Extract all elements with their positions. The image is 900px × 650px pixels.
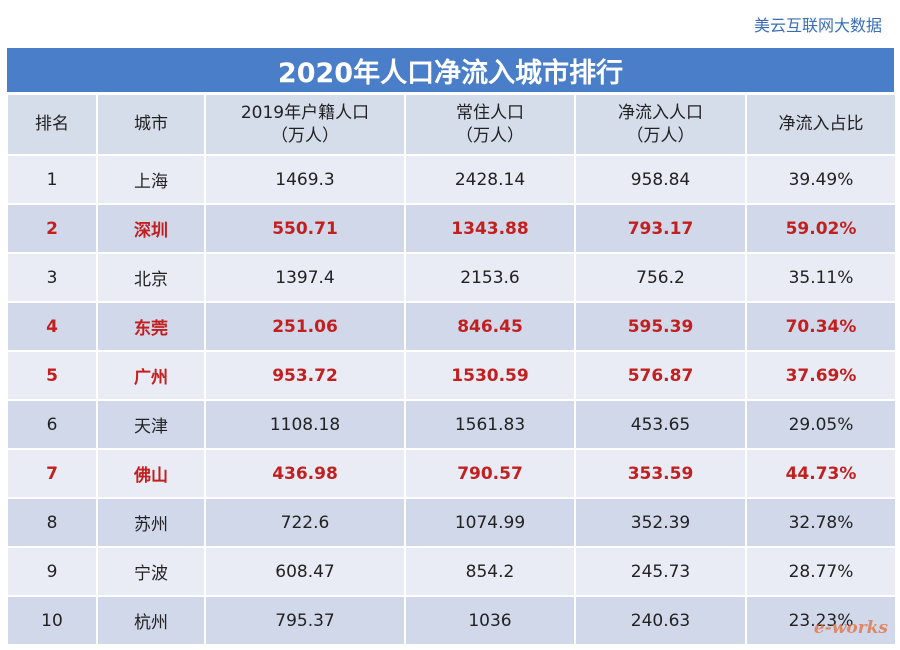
cell-ratio: 35.11% <box>745 252 897 303</box>
cell-rank: 9 <box>6 546 98 597</box>
cell-rank: 2 <box>6 203 98 254</box>
cell-ratio: 39.49% <box>745 154 897 205</box>
cell-ratio: 44.73% <box>745 448 897 499</box>
cell-hukou: 550.71 <box>204 203 406 254</box>
header-city: 城市 <box>96 93 206 156</box>
cell-hukou: 1469.3 <box>204 154 406 205</box>
cell-resident: 1343.88 <box>404 203 576 254</box>
cell-hukou: 1397.4 <box>204 252 406 303</box>
cell-ratio: 59.02% <box>745 203 897 254</box>
cell-city: 苏州 <box>96 497 206 548</box>
cell-hukou: 722.6 <box>204 497 406 548</box>
cell-city: 上海 <box>96 154 206 205</box>
cell-net: 353.59 <box>574 448 747 499</box>
cell-rank: 7 <box>6 448 98 499</box>
cell-net: 576.87 <box>574 350 747 401</box>
table-row: 7 佛山 436.98 790.57 353.59 44.73% <box>6 448 897 499</box>
table-row: 5 广州 953.72 1530.59 576.87 37.69% <box>6 350 897 401</box>
cell-city: 广州 <box>96 350 206 401</box>
cell-ratio: 29.05% <box>745 399 897 450</box>
ranking-table-container: 2020年人口净流入城市排行 排名 城市 2019年户籍人口 （万人） 常住人口（… <box>6 47 897 646</box>
table-row: 1 上海 1469.3 2428.14 958.84 39.49% <box>6 154 897 205</box>
table-row: 9 宁波 608.47 854.2 245.73 28.77% <box>6 546 897 597</box>
table-row: 3 北京 1397.4 2153.6 756.2 35.11% <box>6 252 897 303</box>
cell-net: 245.73 <box>574 546 747 597</box>
cell-resident: 846.45 <box>404 301 576 352</box>
table-row: 8 苏州 722.6 1074.99 352.39 32.78% <box>6 497 897 548</box>
cell-resident: 854.2 <box>404 546 576 597</box>
header-row: 排名 城市 2019年户籍人口 （万人） 常住人口 （万人） 净流入人口 （万人） 净… <box>6 93 897 156</box>
header-net-inflow: 净流入人口 （万人） <box>574 93 747 156</box>
cell-rank: 10 <box>6 595 98 646</box>
cell-net: 595.39 <box>574 301 747 352</box>
cell-city: 北京 <box>96 252 206 303</box>
header-resident-population: 常住人口 （万人） <box>404 93 576 156</box>
cell-hukou: 436.98 <box>204 448 406 499</box>
table-row: 4 东莞 251.06 846.45 595.39 70.34% <box>6 301 897 352</box>
header-hukou-population: 2019年户籍人口 （万人） <box>204 93 406 156</box>
table-title: 2020年人口净流入城市排行 <box>6 47 895 93</box>
cell-ratio: 32.78% <box>745 497 897 548</box>
cell-rank: 4 <box>6 301 98 352</box>
cell-hukou: 251.06 <box>204 301 406 352</box>
cell-ratio: 28.77% <box>745 546 897 597</box>
cell-city: 杭州 <box>96 595 206 646</box>
cell-resident: 2428.14 <box>404 154 576 205</box>
cell-hukou: 953.72 <box>204 350 406 401</box>
cell-net: 240.63 <box>574 595 747 646</box>
brand-label: 美云互联网大数据 <box>753 16 882 35</box>
cell-net: 453.65 <box>574 399 747 450</box>
cell-city: 天津 <box>96 399 206 450</box>
cell-ratio: 23.23% <box>745 595 897 646</box>
table-row: 10 杭州 795.37 1036 240.63 23.23% <box>6 595 897 646</box>
cell-rank: 8 <box>6 497 98 548</box>
cell-ratio: 70.34% <box>745 301 897 352</box>
cell-net: 352.39 <box>574 497 747 548</box>
cell-rank: 3 <box>6 252 98 303</box>
cell-resident: 790.57 <box>404 448 576 499</box>
cell-city: 佛山 <box>96 448 206 499</box>
cell-rank: 1 <box>6 154 98 205</box>
table-row: 2 深圳 550.71 1343.88 793.17 59.02% <box>6 203 897 254</box>
cell-ratio: 37.69% <box>745 350 897 401</box>
header-rank: 排名 <box>6 93 98 156</box>
cell-net: 793.17 <box>574 203 747 254</box>
cell-hukou: 608.47 <box>204 546 406 597</box>
table-row: 6 天津 1108.18 1561.83 453.65 29.05% <box>6 399 897 450</box>
cell-net: 958.84 <box>574 154 747 205</box>
header-net-inflow-ratio: 净流入占比 <box>745 93 897 156</box>
cell-hukou: 795.37 <box>204 595 406 646</box>
cell-net: 756.2 <box>574 252 747 303</box>
cell-city: 东莞 <box>96 301 206 352</box>
cell-resident: 1530.59 <box>404 350 576 401</box>
cell-resident: 1036 <box>404 595 576 646</box>
cell-city: 深圳 <box>96 203 206 254</box>
cell-resident: 1074.99 <box>404 497 576 548</box>
watermark-logo: e-works <box>813 618 888 638</box>
cell-rank: 5 <box>6 350 98 401</box>
cell-resident: 2153.6 <box>404 252 576 303</box>
cell-resident: 1561.83 <box>404 399 576 450</box>
cell-rank: 6 <box>6 399 98 450</box>
ranking-table: 排名 城市 2019年户籍人口 （万人） 常住人口 （万人） 净流入人口 （万人） 净… <box>6 93 897 646</box>
cell-city: 宁波 <box>96 546 206 597</box>
cell-hukou: 1108.18 <box>204 399 406 450</box>
